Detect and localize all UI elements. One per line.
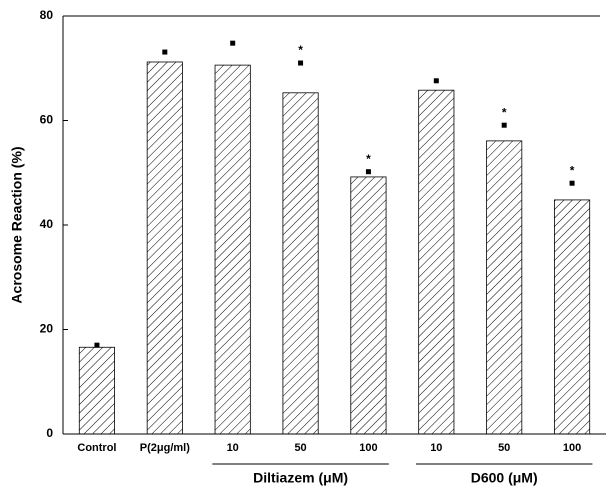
bar (282, 92, 319, 435)
x-tick-label: P(2μg/ml) (140, 442, 190, 454)
x-tick-label: 100 (359, 442, 377, 454)
bar (554, 199, 591, 435)
bar (146, 61, 183, 435)
y-tick-label: 40 (40, 217, 54, 231)
y-tick-label: 0 (46, 426, 53, 440)
error-marker (569, 180, 575, 186)
bar (350, 176, 387, 435)
x-tick-label: 50 (498, 442, 510, 454)
error-marker (94, 342, 100, 348)
bar (418, 89, 455, 435)
error-marker (365, 169, 371, 175)
significance-label: * (366, 152, 371, 166)
bar (486, 140, 523, 435)
error-marker (501, 122, 507, 128)
significance-label: * (502, 105, 507, 119)
error-marker (162, 49, 168, 55)
y-axis-label: Acrosome Reaction (%) (9, 146, 25, 303)
y-tick-label: 80 (40, 8, 54, 22)
error-marker (230, 40, 236, 46)
x-tick-label: 100 (563, 442, 581, 454)
y-tick-label: 60 (40, 113, 54, 127)
bar (214, 64, 251, 435)
significance-label: * (298, 43, 303, 57)
x-tick-label: Control (77, 442, 116, 454)
x-tick-label: 10 (227, 442, 239, 454)
group-label: Diltiazem (μM) (253, 470, 348, 486)
x-tick-label: 50 (294, 442, 306, 454)
group-label: D600 (μM) (471, 470, 538, 486)
x-tick-label: 10 (430, 442, 442, 454)
error-marker (433, 78, 439, 84)
significance-label: * (570, 163, 575, 177)
bar (78, 346, 115, 435)
error-marker (298, 60, 304, 66)
y-tick-label: 20 (40, 322, 54, 336)
